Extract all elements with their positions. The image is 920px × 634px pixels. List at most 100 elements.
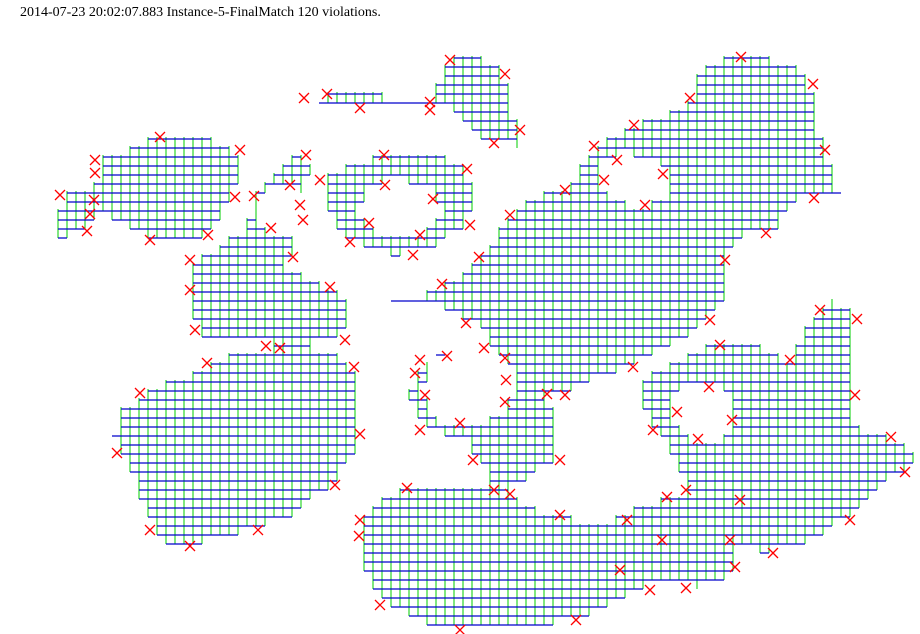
violation-marker-icon (252, 524, 264, 536)
violation-marker-icon (201, 357, 213, 369)
violation-marker-icon (851, 313, 863, 325)
violation-marker-icon (324, 281, 336, 293)
violation-marker-icon (184, 254, 196, 266)
violation-marker-icon (54, 189, 66, 201)
violation-marker-icon (344, 236, 356, 248)
violation-marker-icon (692, 433, 704, 445)
violation-marker-icon (704, 314, 716, 326)
violation-marker-icon (363, 217, 375, 229)
violation-marker-icon (454, 624, 466, 634)
violation-marker-icon (464, 219, 476, 231)
violation-marker-icon (807, 78, 819, 90)
violation-marker-icon (89, 154, 101, 166)
violation-marker-icon (265, 222, 277, 234)
violation-marker-icon (414, 229, 426, 241)
violation-marker-icon (504, 209, 516, 221)
violation-marker-icon (554, 509, 566, 521)
violation-marker-icon (329, 479, 341, 491)
violation-marker-icon (374, 599, 386, 611)
violation-markers (54, 51, 911, 634)
violation-marker-icon (614, 564, 626, 576)
violation-marker-icon (500, 374, 512, 386)
violation-marker-icon (621, 514, 633, 526)
violation-marker-icon (298, 92, 310, 104)
violation-marker-icon (639, 199, 651, 211)
violation-marker-icon (499, 396, 511, 408)
violation-marker-icon (680, 484, 692, 496)
violation-marker-icon (808, 192, 820, 204)
violation-marker-icon (719, 254, 731, 266)
violation-marker-icon (248, 190, 260, 202)
violation-marker-icon (134, 387, 146, 399)
violation-marker-icon (202, 229, 214, 241)
violation-marker-icon (499, 352, 511, 364)
violation-marker-icon (294, 199, 306, 211)
violation-marker-icon (488, 484, 500, 496)
violation-marker-icon (844, 514, 856, 526)
violation-marker-icon (154, 131, 166, 143)
violation-marker-icon (559, 389, 571, 401)
violation-marker-icon (684, 92, 696, 104)
violation-marker-icon (671, 406, 683, 418)
violation-marker-icon (444, 54, 456, 66)
violation-marker-icon (348, 361, 360, 373)
violation-marker-icon (144, 234, 156, 246)
violation-marker-icon (724, 534, 736, 546)
violation-marker-icon (401, 482, 413, 494)
violation-marker-icon (504, 488, 516, 500)
violation-marker-icon (570, 614, 582, 626)
violation-marker-icon (899, 466, 911, 478)
violation-marker-icon (598, 174, 610, 186)
violation-marker-icon (314, 174, 326, 186)
violation-marker-icon (414, 354, 426, 366)
violation-marker-icon (611, 154, 623, 166)
violation-marker-icon (554, 454, 566, 466)
violation-marker-icon (274, 342, 286, 354)
violation-marker-icon (703, 381, 715, 393)
violation-marker-icon (424, 104, 436, 116)
violation-marker-icon (657, 168, 669, 180)
violation-marker-icon (473, 251, 485, 263)
violation-marker-icon (628, 119, 640, 131)
violation-marker-icon (409, 367, 421, 379)
violation-marker-icon (287, 251, 299, 263)
violation-marker-icon (588, 140, 600, 152)
violation-marker-icon (680, 582, 692, 594)
violation-marker-icon (354, 514, 366, 526)
violation-marker-icon (260, 340, 272, 352)
violation-marker-icon (88, 194, 100, 206)
violation-marker-icon (407, 249, 419, 261)
violation-marker-icon (354, 102, 366, 114)
horizontal-segments (58, 57, 913, 626)
violation-marker-icon (234, 144, 246, 156)
violation-marker-icon (284, 179, 296, 191)
violation-marker-icon (184, 284, 196, 296)
violation-marker-icon (467, 454, 479, 466)
violation-marker-icon (784, 354, 796, 366)
violation-marker-icon (427, 193, 439, 205)
violation-marker-icon (436, 278, 448, 290)
violation-marker-icon (379, 179, 391, 191)
violation-marker-icon (184, 540, 196, 552)
violation-marker-icon (760, 227, 772, 239)
violation-marker-icon (353, 530, 365, 542)
violation-marker-icon (729, 561, 741, 573)
violation-marker-icon (714, 339, 726, 351)
violation-marker-icon (627, 361, 639, 373)
violation-marker-icon (885, 431, 897, 443)
violation-marker-icon (81, 225, 93, 237)
violation-marker-icon (441, 350, 453, 362)
violation-marker-icon (454, 417, 466, 429)
violation-marker-icon (499, 68, 511, 80)
violation-marker-icon (424, 96, 436, 108)
violation-marker-icon (767, 547, 779, 559)
violation-marker-icon (514, 124, 526, 136)
violation-marker-icon (656, 534, 668, 546)
violation-marker-icon (726, 414, 738, 426)
violation-marker-icon (229, 191, 241, 203)
caption-title: 2014-07-23 20:02:07.883 Instance-5-Final… (20, 5, 381, 20)
violation-marker-icon (89, 167, 101, 179)
violation-marker-icon (849, 389, 861, 401)
violation-marker-icon (461, 163, 473, 175)
